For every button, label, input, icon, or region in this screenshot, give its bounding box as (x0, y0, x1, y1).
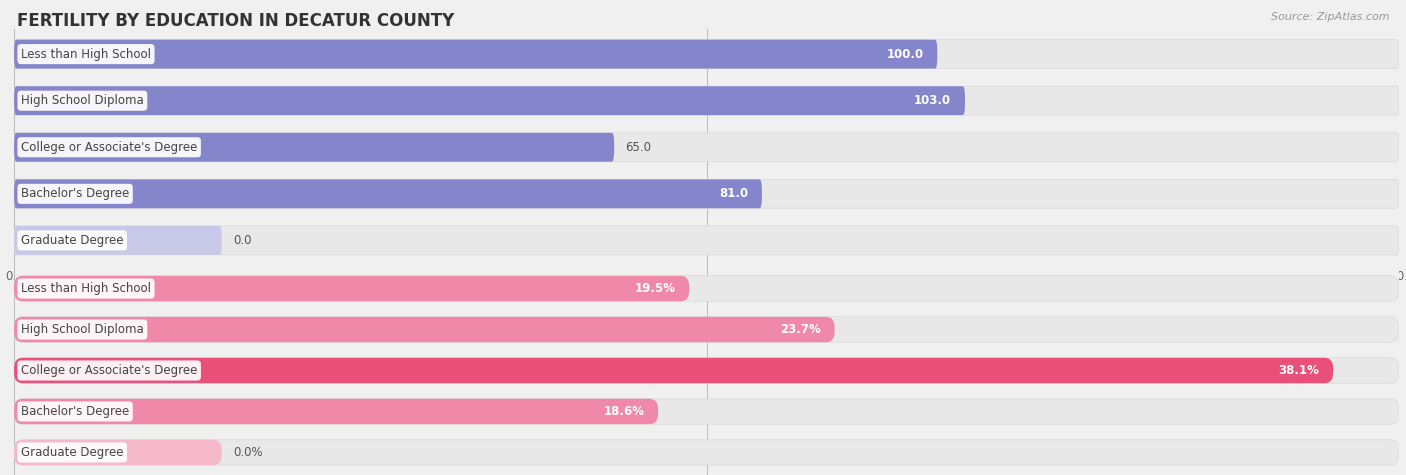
FancyBboxPatch shape (14, 276, 1399, 301)
FancyBboxPatch shape (14, 133, 1399, 162)
FancyBboxPatch shape (14, 86, 965, 115)
Text: 23.7%: 23.7% (780, 323, 821, 336)
FancyBboxPatch shape (14, 399, 658, 424)
Text: Less than High School: Less than High School (21, 48, 150, 61)
FancyBboxPatch shape (14, 358, 1399, 383)
FancyBboxPatch shape (14, 358, 1333, 383)
Text: 0.0: 0.0 (233, 234, 252, 247)
Text: 81.0: 81.0 (718, 187, 748, 200)
FancyBboxPatch shape (14, 40, 1399, 68)
Text: Source: ZipAtlas.com: Source: ZipAtlas.com (1271, 12, 1389, 22)
Text: Graduate Degree: Graduate Degree (21, 234, 124, 247)
Text: 38.1%: 38.1% (1278, 364, 1319, 377)
Text: 65.0: 65.0 (626, 141, 651, 154)
FancyBboxPatch shape (14, 226, 1399, 255)
FancyBboxPatch shape (14, 40, 938, 68)
Text: College or Associate's Degree: College or Associate's Degree (21, 364, 197, 377)
FancyBboxPatch shape (14, 399, 1399, 424)
FancyBboxPatch shape (14, 317, 1399, 342)
Text: Bachelor's Degree: Bachelor's Degree (21, 187, 129, 200)
FancyBboxPatch shape (14, 440, 222, 465)
Text: High School Diploma: High School Diploma (21, 94, 143, 107)
Text: FERTILITY BY EDUCATION IN DECATUR COUNTY: FERTILITY BY EDUCATION IN DECATUR COUNTY (17, 12, 454, 30)
Text: 103.0: 103.0 (914, 94, 952, 107)
Text: 19.5%: 19.5% (634, 282, 675, 295)
FancyBboxPatch shape (14, 180, 1399, 208)
FancyBboxPatch shape (14, 86, 1399, 115)
FancyBboxPatch shape (14, 440, 1399, 465)
FancyBboxPatch shape (14, 317, 835, 342)
Text: Graduate Degree: Graduate Degree (21, 446, 124, 459)
FancyBboxPatch shape (14, 133, 614, 162)
Text: Less than High School: Less than High School (21, 282, 150, 295)
Text: High School Diploma: High School Diploma (21, 323, 143, 336)
FancyBboxPatch shape (14, 226, 222, 255)
Text: 0.0%: 0.0% (233, 446, 263, 459)
FancyBboxPatch shape (14, 276, 689, 301)
Text: 18.6%: 18.6% (603, 405, 644, 418)
Text: 100.0: 100.0 (886, 48, 924, 61)
FancyBboxPatch shape (14, 180, 762, 208)
Text: Bachelor's Degree: Bachelor's Degree (21, 405, 129, 418)
Text: College or Associate's Degree: College or Associate's Degree (21, 141, 197, 154)
